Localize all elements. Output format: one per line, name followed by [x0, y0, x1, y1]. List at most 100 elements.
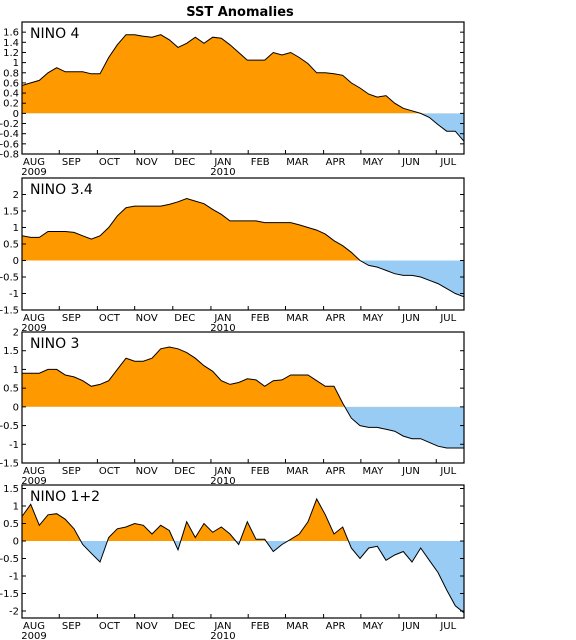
panel-4: 1.5 1 0.5 0 -0.5 -1 -1.5 -2 AUG SEP OCT NOV DEC JAN FE…	[0, 484, 465, 640]
anomaly-series-line	[21, 34, 465, 142]
y-tick-label: -0.5	[0, 273, 19, 284]
y-tick-label: -1.5	[0, 589, 19, 600]
x-year-label: 2010	[210, 167, 235, 178]
x-month-label: MAY	[362, 157, 384, 168]
y-tick-label: 1.4	[3, 38, 19, 49]
x-month-label: DEC	[174, 313, 195, 324]
x-month-label: JUL	[439, 621, 456, 632]
y-tick-label: 1	[13, 58, 19, 69]
anomaly-series-line	[22, 346, 464, 449]
x-month-label: JUL	[439, 157, 456, 168]
x-month-label: MAY	[362, 313, 384, 324]
y-tick-label: 1	[13, 365, 19, 376]
x-month-label: OCT	[99, 621, 121, 632]
x-month-label: APR	[326, 157, 346, 168]
figure-title: SST Anomalies	[186, 5, 294, 20]
x-month-label: MAR	[286, 621, 308, 632]
panel-3: 2 1.5 1 0.5 0 -0.5 -1 -1.5 AUG SEP OCT NOV DEC JAN FEB…	[0, 328, 465, 487]
y-tick-label: 1.6	[3, 28, 19, 39]
y-tick-label: -0.4	[0, 129, 19, 140]
y-tick-label: 0	[13, 109, 19, 120]
plot-frame	[21, 484, 465, 619]
x-month-label: APR	[326, 466, 346, 477]
anomaly-series-line	[21, 197, 465, 298]
x-month-label: JAN	[213, 621, 231, 632]
x-month-label: OCT	[99, 157, 121, 168]
x-year-label: 2009	[21, 167, 46, 178]
x-month-label: JUN	[401, 466, 420, 477]
plot-frame	[21, 331, 465, 464]
x-month-label: JAN	[213, 313, 231, 324]
y-tick-label: 1.5	[3, 484, 19, 495]
y-tick-label: 1	[13, 502, 19, 513]
x-month-label: NOV	[136, 313, 158, 324]
x-month-label: JUN	[401, 313, 420, 324]
y-tick-label: 0	[13, 256, 19, 267]
negative-anomaly-area	[344, 406, 464, 448]
x-month-label: AUG	[23, 313, 45, 324]
panels-container: 1.61.41.210.80.60.40.20-0.2-0.4-0.6-0.8A…	[0, 21, 465, 640]
y-tick-label: -0.2	[0, 119, 19, 130]
panel-label: NINO 4	[30, 26, 80, 42]
x-month-label: DEC	[174, 157, 195, 168]
y-tick-label: 0.5	[3, 519, 19, 530]
x-month-label: MAY	[362, 466, 384, 477]
x-month-label: SEP	[62, 466, 81, 477]
x-year-label: 2009	[21, 476, 46, 487]
y-tick-label: 1	[13, 223, 19, 234]
x-month-label: AUG	[23, 157, 45, 168]
y-tick-label: 1.5	[3, 207, 19, 218]
panel-label: NINO 3.4	[30, 182, 93, 198]
x-year-label: 2010	[210, 631, 235, 640]
x-month-label: NOV	[136, 466, 158, 477]
positive-anomaly-area	[22, 34, 421, 114]
x-year-label: 2010	[210, 476, 235, 487]
y-tick-label: 0.2	[3, 99, 19, 110]
x-month-label: FEB	[251, 313, 270, 324]
positive-anomaly-area	[22, 499, 464, 541]
panel-label: NINO 1+2	[30, 489, 100, 505]
panel-2: 2 1.5 1 0.5 0 -0.5 -1 -1.5 AUG SEP OCT NOV DEC JAN FEB…	[0, 177, 465, 334]
x-month-label: DEC	[174, 621, 195, 632]
x-month-label: NOV	[136, 621, 158, 632]
x-month-label: JAN	[213, 157, 231, 168]
x-month-label: APR	[326, 621, 346, 632]
y-tick-label: 0.8	[3, 68, 19, 79]
y-tick-label: 0	[13, 402, 19, 413]
plot-frame	[21, 21, 465, 155]
x-month-label: JUL	[439, 313, 456, 324]
x-month-label: FEB	[251, 621, 270, 632]
y-tick-label: -0.8	[0, 150, 19, 161]
x-month-label: MAR	[286, 313, 308, 324]
x-month-label: MAR	[286, 466, 308, 477]
y-tick-label: -1	[9, 440, 19, 451]
y-tick-label: -1.5	[0, 306, 19, 317]
x-month-label: NOV	[136, 157, 158, 168]
x-month-label: OCT	[99, 466, 121, 477]
x-month-label: JUN	[401, 157, 420, 168]
x-year-label: 2009	[21, 631, 46, 640]
y-tick-label: -0.6	[0, 139, 19, 150]
y-tick-label: 2	[13, 190, 19, 201]
y-tick-label: 0.6	[3, 78, 19, 89]
x-year-label: 2010	[210, 323, 235, 334]
y-tick-label: 0.5	[3, 384, 19, 395]
y-tick-label: -1	[9, 572, 19, 583]
y-tick-label: 1.2	[3, 48, 19, 59]
x-month-label: MAR	[286, 157, 308, 168]
positive-anomaly-area	[22, 198, 464, 261]
x-month-label: FEB	[251, 157, 270, 168]
x-month-label: SEP	[62, 157, 81, 168]
anomaly-series-line	[21, 497, 465, 614]
y-tick-label: 0.5	[3, 240, 19, 251]
panel-1: 1.61.41.210.80.60.40.20-0.2-0.4-0.6-0.8 A…	[0, 21, 465, 178]
positive-anomaly-area	[22, 347, 464, 407]
y-tick-label: 1.5	[3, 346, 19, 357]
y-tick-label: 0	[13, 537, 19, 548]
x-month-label: DEC	[174, 466, 195, 477]
x-month-label: MAY	[362, 621, 384, 632]
y-tick-label: 2	[13, 328, 19, 339]
x-month-label: FEB	[251, 466, 270, 477]
y-tick-label: -1.5	[0, 459, 19, 470]
x-month-label: JAN	[213, 466, 231, 477]
